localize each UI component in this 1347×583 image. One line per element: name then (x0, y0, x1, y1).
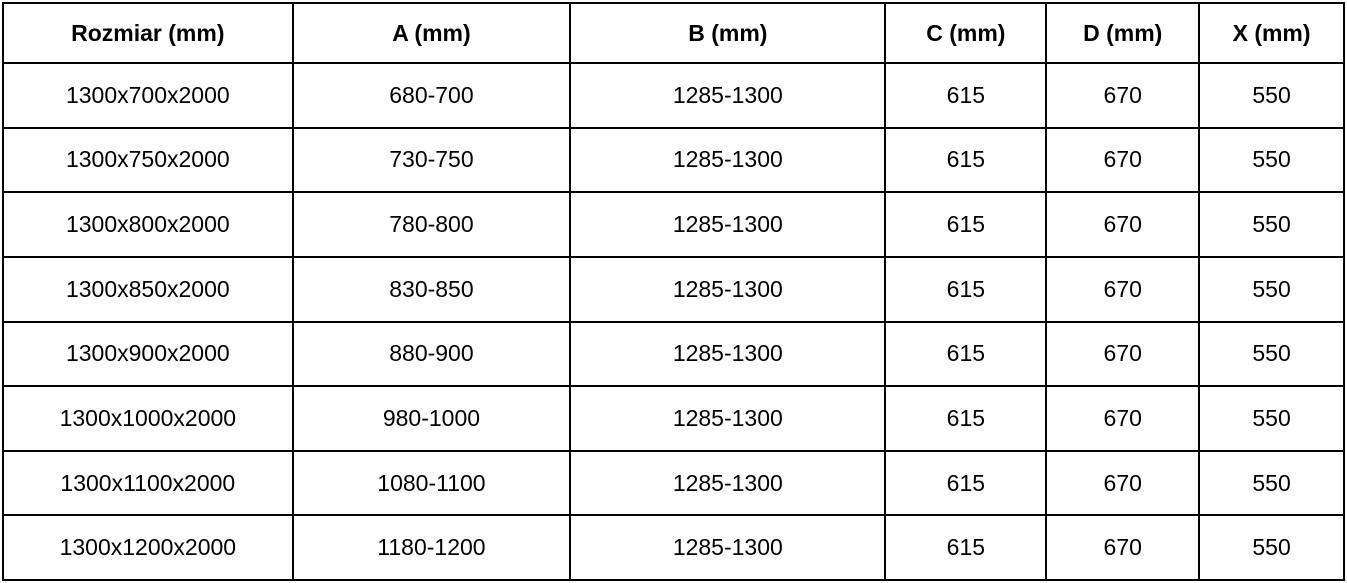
column-header: X (mm) (1198, 2, 1345, 64)
table-cell: 550 (1198, 385, 1345, 452)
table-cell: 730-750 (291, 126, 572, 194)
table-cell: 1285-1300 (569, 191, 887, 258)
table-cell: 1080-1100 (291, 449, 572, 517)
table-cell: 1300x1100x2000 (2, 449, 294, 517)
table-cell: 1285-1300 (569, 449, 887, 517)
table-cell: 670 (1045, 449, 1201, 517)
table-cell: 1285-1300 (569, 255, 887, 323)
table-cell: 1285-1300 (569, 320, 887, 388)
table-row: 1300x750x2000 730-750 1285-1300 615 670 550 (2, 126, 1345, 194)
table-cell: 1285-1300 (569, 385, 887, 452)
table-cell: 1300x750x2000 (2, 126, 294, 194)
table-row: 1300x1200x2000 1180-1200 1285-1300 615 670 55… (2, 514, 1345, 581)
table-cell: 670 (1045, 126, 1201, 194)
column-header: A (mm) (291, 2, 572, 64)
table-row: 1300x900x2000 880-900 1285-1300 615 670 550 (2, 320, 1345, 388)
table-cell: 615 (884, 255, 1048, 323)
table-cell: 550 (1198, 191, 1345, 258)
table-row: 1300x800x2000 780-800 1285-1300 615 670 550 (2, 191, 1345, 258)
table-cell: 680-700 (291, 62, 572, 129)
table-cell: 1300x1000x2000 (2, 385, 294, 452)
table-cell: 615 (884, 320, 1048, 388)
column-header: C (mm) (884, 2, 1048, 64)
table-cell: 615 (884, 62, 1048, 129)
table-cell: 615 (884, 514, 1048, 581)
table-cell: 550 (1198, 320, 1345, 388)
column-header: D (mm) (1045, 2, 1201, 64)
table-cell: 1300x900x2000 (2, 320, 294, 388)
table-cell: 1300x1200x2000 (2, 514, 294, 581)
table-cell: 550 (1198, 514, 1345, 581)
table-cell: 1300x850x2000 (2, 255, 294, 323)
table-row: 1300x700x2000 680-700 1285-1300 615 670 550 (2, 62, 1345, 129)
table-cell: 1285-1300 (569, 514, 887, 581)
table-cell: 780-800 (291, 191, 572, 258)
table-cell: 615 (884, 126, 1048, 194)
table-cell: 550 (1198, 449, 1345, 517)
table-row: 1300x850x2000 830-850 1285-1300 615 670 550 (2, 255, 1345, 323)
table-cell: 830-850 (291, 255, 572, 323)
table-cell: 670 (1045, 191, 1201, 258)
table-cell: 1300x700x2000 (2, 62, 294, 129)
table-cell: 550 (1198, 255, 1345, 323)
table-row: 1300x1100x2000 1080-1100 1285-1300 615 670 55… (2, 449, 1345, 517)
table-cell: 670 (1045, 320, 1201, 388)
table-cell: 1285-1300 (569, 62, 887, 129)
table-cell: 1300x800x2000 (2, 191, 294, 258)
table-cell: 615 (884, 385, 1048, 452)
header-row: Rozmiar (mm) A (mm) B (mm) C (mm) D (mm) X (m… (2, 2, 1345, 64)
column-header: B (mm) (569, 2, 887, 64)
table-cell: 550 (1198, 126, 1345, 194)
table-cell: 670 (1045, 385, 1201, 452)
table-cell: 670 (1045, 255, 1201, 323)
table-cell: 615 (884, 449, 1048, 517)
table-cell: 550 (1198, 62, 1345, 129)
table-cell: 980-1000 (291, 385, 572, 452)
table-cell: 880-900 (291, 320, 572, 388)
table-cell: 615 (884, 191, 1048, 258)
table-cell: 670 (1045, 62, 1201, 129)
table-cell: 1180-1200 (291, 514, 572, 581)
table-row: 1300x1000x2000 980-1000 1285-1300 615 670 550 (2, 385, 1345, 452)
table-body: 1300x700x2000 680-700 1285-1300 615 670 550 13… (2, 62, 1345, 581)
table-cell: 1285-1300 (569, 126, 887, 194)
table-cell: 670 (1045, 514, 1201, 581)
column-header: Rozmiar (mm) (2, 2, 294, 64)
